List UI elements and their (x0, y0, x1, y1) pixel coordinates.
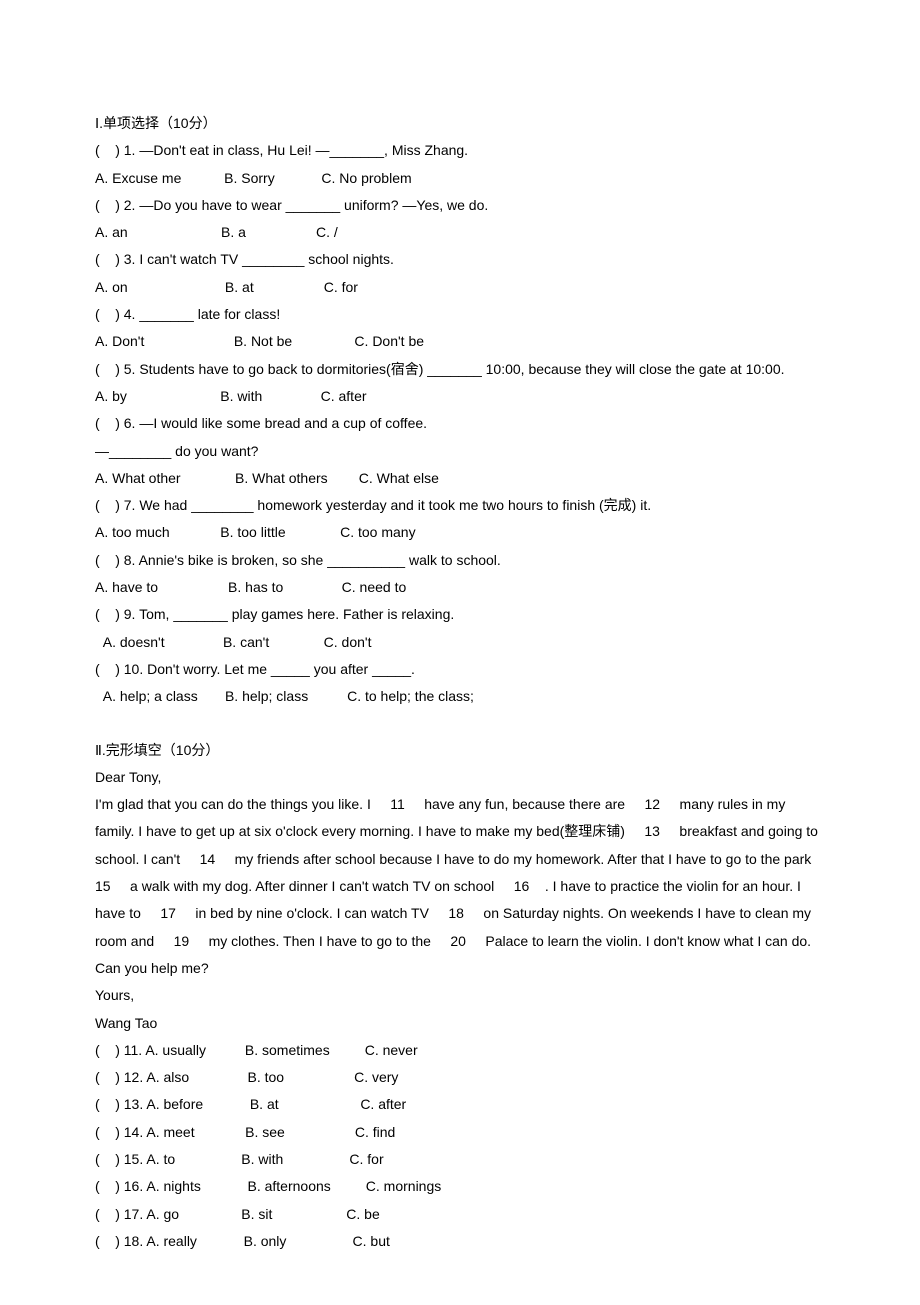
cloze-option-13: ( ) 13. A. before B. at C. after (95, 1091, 825, 1118)
passage-line-1: I'm glad that you can do the things you … (95, 791, 825, 982)
q10-stem: ( ) 10. Don't worry. Let me _____ you af… (95, 656, 825, 683)
q6-stem: ( ) 6. —I would like some bread and a cu… (95, 410, 825, 437)
cloze-option-15: ( ) 15. A. to B. with C. for (95, 1146, 825, 1173)
q1-stem: ( ) 1. —Don't eat in class, Hu Lei! —___… (95, 137, 825, 164)
q7-options: A. too much B. too little C. too many (95, 519, 825, 546)
q9-options: A. doesn't B. can't C. don't (95, 629, 825, 656)
q4-options: A. Don't B. Not be C. Don't be (95, 328, 825, 355)
q5-options: A. by B. with C. after (95, 383, 825, 410)
q6-stem2: —________ do you want? (95, 438, 825, 465)
q9-stem: ( ) 9. Tom, _______ play games here. Fat… (95, 601, 825, 628)
section-2-heading: Ⅱ.完形填空（10分） (95, 737, 825, 764)
cloze-option-18: ( ) 18. A. really B. only C. but (95, 1228, 825, 1255)
q3-options: A. on B. at C. for (95, 274, 825, 301)
passage-line-3: Wang Tao (95, 1010, 825, 1037)
passage-line-0: Dear Tony, (95, 764, 825, 791)
cloze-option-11: ( ) 11. A. usually B. sometimes C. never (95, 1037, 825, 1064)
q1-options: A. Excuse me B. Sorry C. No problem (95, 165, 825, 192)
cloze-option-14: ( ) 14. A. meet B. see C. find (95, 1119, 825, 1146)
q3-stem: ( ) 3. I can't watch TV ________ school … (95, 246, 825, 273)
q8-stem: ( ) 8. Annie's bike is broken, so she __… (95, 547, 825, 574)
section-1-heading: Ⅰ.单项选择（10分） (95, 110, 825, 137)
q2-options: A. an B. a C. / (95, 219, 825, 246)
q5-stem: ( ) 5. Students have to go back to dormi… (95, 356, 825, 383)
q2-stem: ( ) 2. —Do you have to wear _______ unif… (95, 192, 825, 219)
q7-stem: ( ) 7. We had ________ homework yesterda… (95, 492, 825, 519)
q8-options: A. have to B. has to C. need to (95, 574, 825, 601)
q4-stem: ( ) 4. _______ late for class! (95, 301, 825, 328)
q6-options: A. What other B. What others C. What els… (95, 465, 825, 492)
cloze-option-12: ( ) 12. A. also B. too C. very (95, 1064, 825, 1091)
cloze-option-17: ( ) 17. A. go B. sit C. be (95, 1201, 825, 1228)
spacer (95, 711, 825, 737)
cloze-option-16: ( ) 16. A. nights B. afternoons C. morni… (95, 1173, 825, 1200)
q10-options: A. help; a class B. help; class C. to he… (95, 683, 825, 710)
passage-line-2: Yours, (95, 982, 825, 1009)
